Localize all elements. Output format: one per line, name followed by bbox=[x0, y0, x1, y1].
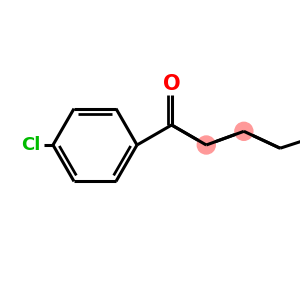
Circle shape bbox=[197, 136, 215, 154]
Text: Cl: Cl bbox=[21, 136, 41, 154]
Text: O: O bbox=[163, 74, 181, 94]
Circle shape bbox=[235, 122, 253, 140]
